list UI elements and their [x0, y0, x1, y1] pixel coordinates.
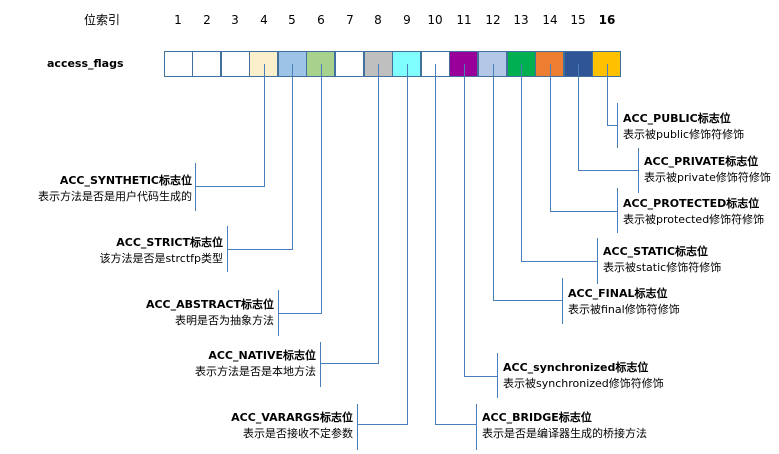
flag-abstract: ACC_ABSTRACT标志位 表明是否为抽象方法 [146, 298, 274, 327]
flag-name: ACC_PRIVATE标志位 [644, 155, 759, 168]
connector-final [493, 64, 562, 301]
flag-final: ACC_FINAL标志位 表示被final修饰符修饰 [568, 287, 680, 316]
bit-index-label: 10 [427, 13, 443, 27]
bit-index-label: 2 [203, 13, 211, 27]
flag-synthetic: ACC_SYNTHETIC标志位 表示方法是否是用户代码生成的 [38, 174, 192, 203]
flag-desc: 表示被final修饰符修饰 [568, 303, 680, 316]
bit-index-label: 14 [542, 13, 558, 27]
connector-strict [228, 64, 293, 250]
bit-index-label: 7 [346, 13, 354, 27]
flag-desc: 表明是否为抽象方法 [175, 314, 274, 327]
bit-index-label: 15 [570, 13, 586, 27]
flag-protected: ACC_PROTECTED标志位 表示被protected修饰符修饰 [623, 197, 764, 226]
flag-name: ACC_NATIVE标志位 [208, 349, 316, 362]
flag-name: ACC_SYNTHETIC标志位 [59, 174, 192, 187]
bit-cell [335, 51, 364, 77]
bit-index-label: 12 [485, 13, 501, 27]
flag-name: ACC_synchronized标志位 [503, 361, 649, 374]
flag-desc: 表示被protected修饰符修饰 [623, 213, 765, 226]
connector-bridge [435, 64, 476, 425]
bit-cell [249, 51, 278, 77]
flag-name: ACC_VARARGS标志位 [231, 411, 353, 424]
connector-protected [550, 64, 617, 212]
flag-name: ACC_STATIC标志位 [603, 245, 709, 258]
flag-name: ACC_STRICT标志位 [116, 236, 223, 249]
flag-desc: 表示是否是编译器生成的桥接方法 [482, 427, 647, 440]
bit-index-label: 8 [374, 13, 382, 27]
flag-public: ACC_PUBLIC标志位 表示被public修饰符修饰 [623, 112, 744, 141]
flag-desc: 表示是否接收不定参数 [243, 427, 353, 440]
bit-cell [478, 51, 507, 77]
connector-private [578, 64, 638, 171]
bit-index-label: 3 [231, 13, 239, 27]
flag-strict: ACC_STRICT标志位 该方法是否是strctfp类型 [99, 236, 223, 265]
flag-desc: 该方法是否是strctfp类型 [99, 252, 223, 265]
flag-desc: 表示被synchronized修饰符修饰 [503, 377, 664, 390]
connector-abstract [279, 64, 322, 314]
flag-varargs: ACC_VARARGS标志位 表示是否接收不定参数 [231, 411, 353, 440]
connector-native [321, 64, 379, 364]
flag-desc: 表示方法是否是用户代码生成的 [38, 190, 192, 203]
flag-name: ACC_PROTECTED标志位 [623, 197, 760, 210]
flag-desc: 表示被static修饰符修饰 [603, 261, 722, 274]
flag-desc: 表示方法是否是本地方法 [195, 365, 316, 378]
flag-private: ACC_PRIVATE标志位 表示被private修饰符修饰 [644, 155, 771, 184]
flag-name: ACC_PUBLIC标志位 [623, 112, 731, 125]
flag-synchronized: ACC_synchronized标志位 表示被synchronized修饰符修饰 [503, 361, 664, 390]
bit-index-label: 11 [456, 13, 472, 27]
bit-cell [392, 51, 421, 77]
bit-cell [192, 51, 221, 77]
flag-name: ACC_BRIDGE标志位 [482, 411, 592, 424]
bit-index-label: 6 [317, 13, 325, 27]
bit-cell [592, 51, 621, 77]
connector-static [521, 64, 597, 262]
bit-index-label: 1 [174, 13, 182, 27]
bit-index-label: 16 [598, 13, 616, 27]
flag-bridge: ACC_BRIDGE标志位 表示是否是编译器生成的桥接方法 [482, 411, 647, 440]
flag-name: ACC_FINAL标志位 [568, 287, 668, 300]
connector-synchronized [464, 64, 497, 377]
bit-index-label: 13 [513, 13, 529, 27]
bit-cell [449, 51, 478, 77]
connector-synthetic [196, 64, 265, 187]
flag-name: ACC_ABSTRACT标志位 [145, 298, 274, 311]
flag-native: ACC_NATIVE标志位 表示方法是否是本地方法 [195, 349, 316, 378]
bit-cell [306, 51, 335, 77]
flag-desc: 表示被private修饰符修饰 [644, 171, 771, 184]
bit-index-header: 位索引 [84, 13, 121, 27]
connector-public [607, 64, 617, 126]
bit-index-label: 9 [403, 13, 411, 27]
bit-index-label: 5 [288, 13, 296, 27]
bit-index-label: 4 [260, 13, 268, 27]
flag-desc: 表示被public修饰符修饰 [623, 128, 745, 141]
bit-cell [535, 51, 564, 77]
connector-varargs [358, 64, 408, 425]
access-flags-label: access_flags [47, 57, 124, 70]
flag-static: ACC_STATIC标志位 表示被static修饰符修饰 [603, 245, 721, 274]
